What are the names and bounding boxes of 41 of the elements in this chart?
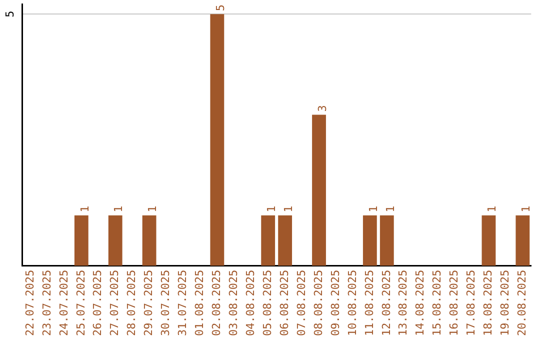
data-label: 1 (282, 206, 295, 212)
x-tick-label: 13.08.2025 (396, 270, 410, 336)
x-tick-label: 12.08.2025 (380, 270, 393, 336)
x-tick-label: 14.08.2025 (414, 270, 427, 336)
data-label: 1 (112, 206, 126, 212)
data-label: 1 (264, 206, 278, 212)
data-label: 1 (78, 206, 92, 212)
x-tick-label: 11.08.2025 (362, 270, 376, 336)
data-label: 1 (146, 206, 160, 212)
data-label: 1 (486, 206, 499, 212)
data-label: 3 (316, 105, 329, 112)
x-tick-label: 05.08.2025 (260, 270, 274, 336)
x-tick-label: 27.07.2025 (108, 270, 122, 336)
x-tick-label: 23.07.2025 (40, 270, 54, 336)
x-tick-label: 19.08.2025 (498, 270, 512, 336)
x-tick-label: 07.08.2025 (294, 270, 308, 336)
data-label: 1 (520, 206, 533, 212)
x-tick-label: 16.08.2025 (448, 270, 461, 336)
data-label: 1 (366, 206, 380, 212)
x-tick-label: 22.07.2025 (23, 270, 36, 336)
x-tick-label: 18.08.2025 (482, 270, 495, 336)
x-tick-label: 25.07.2025 (74, 270, 88, 336)
x-tick-label: 10.08.2025 (346, 270, 359, 336)
data-label: 5 (214, 4, 228, 12)
x-tick-label: 26.07.2025 (91, 270, 104, 336)
x-tick-label: 20.08.2025 (516, 270, 529, 336)
x-tick-label: 30.07.2025 (159, 270, 172, 336)
x-tick-label: 01.08.2025 (193, 270, 206, 336)
x-tick-label: 08.08.2025 (312, 270, 325, 336)
x-tick-label: 09.08.2025 (328, 270, 342, 336)
x-tick-label: 17.08.2025 (464, 270, 478, 336)
x-tick-label: 28.07.2025 (125, 270, 138, 336)
x-tick-label: 06.08.2025 (278, 270, 291, 336)
x-tick-label: 24.07.2025 (57, 270, 70, 336)
x-tick-label: 15.08.2025 (430, 270, 444, 336)
x-tick-label: 31.07.2025 (176, 270, 190, 336)
x-tick-label: 04.08.2025 (244, 270, 257, 336)
x-tick-label: 02.08.2025 (210, 270, 224, 336)
x-tick-label: 29.07.2025 (142, 270, 156, 336)
data-label: 1 (384, 206, 397, 212)
x-tick-label: 03.08.2025 (227, 270, 240, 336)
